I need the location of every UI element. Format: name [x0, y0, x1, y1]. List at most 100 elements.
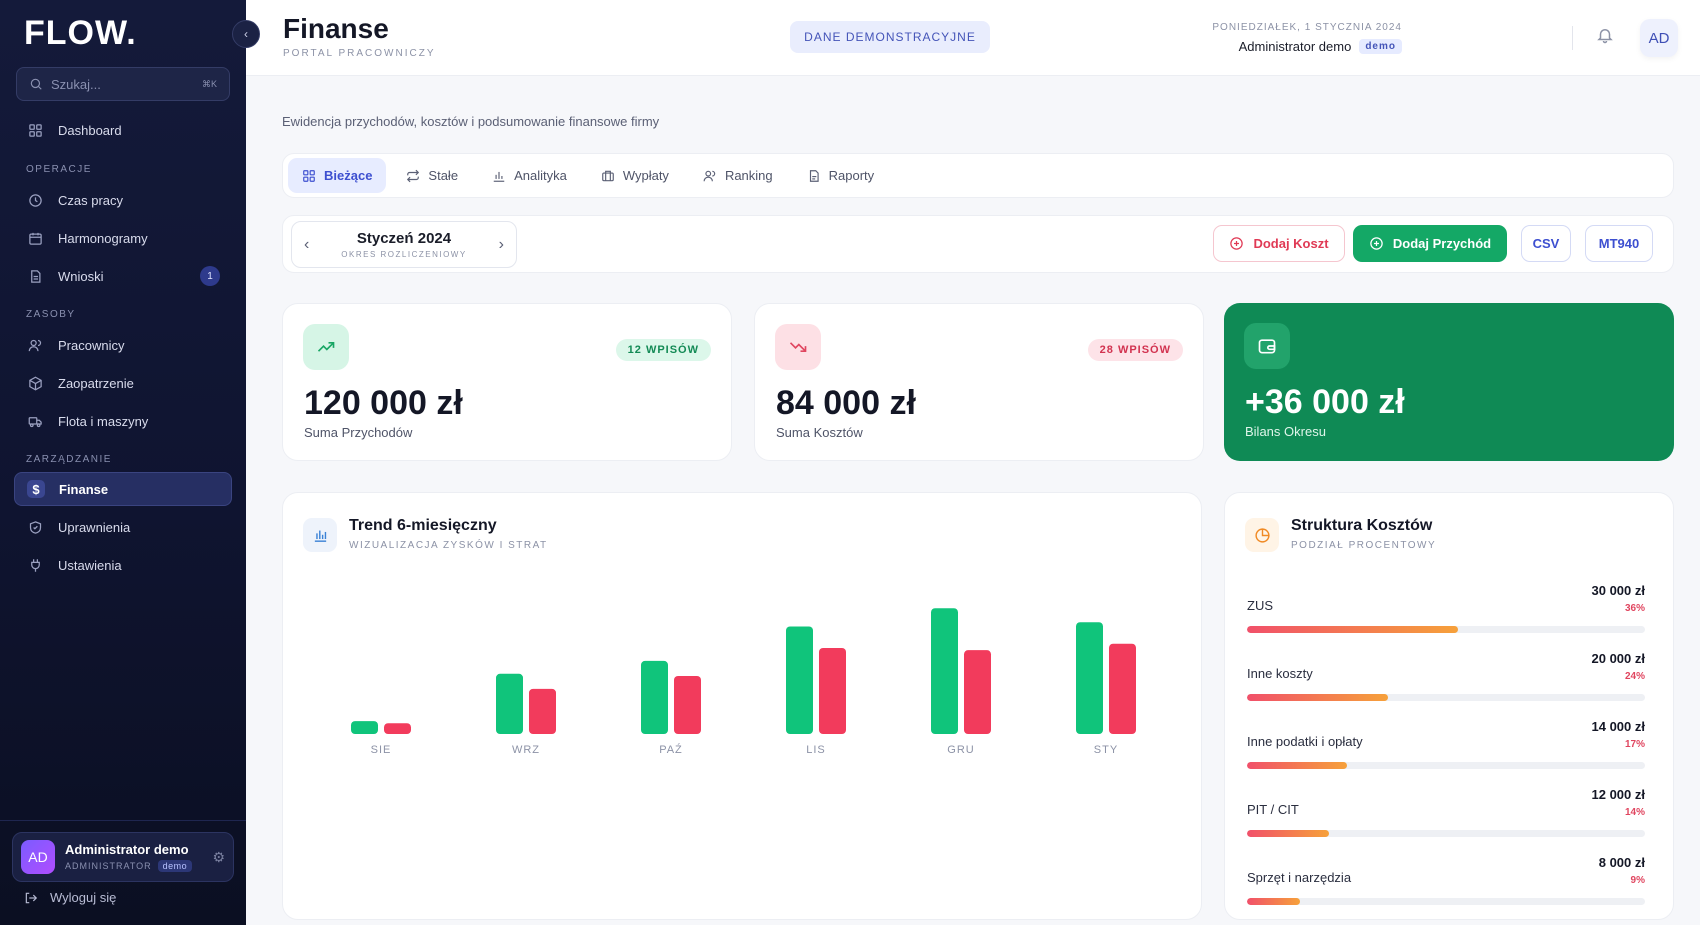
trend-chart-card: Trend 6-miesięczny WIZUALIZACJA ZYSKÓW I… — [282, 492, 1202, 920]
mt940-button[interactable]: MT940 — [1585, 225, 1653, 262]
x-tick-label: LIS — [806, 744, 826, 756]
entries-badge: 28 WPISÓW — [1087, 339, 1183, 361]
x-tick-label: SIE — [371, 744, 392, 756]
cost-amount: 8 000 zł — [1598, 855, 1645, 870]
search-box[interactable]: ⌘K — [16, 67, 230, 101]
sidebar-item-label: Wnioski — [58, 268, 104, 284]
cost-name: Inne podatki i opłaty — [1247, 734, 1363, 749]
add-income-button[interactable]: Dodaj Przychód — [1353, 225, 1507, 262]
x-tick-label: WRZ — [512, 744, 540, 756]
cost-progress-track — [1247, 626, 1645, 633]
plug-icon — [26, 556, 44, 574]
tab-stale[interactable]: Stałe — [392, 158, 472, 193]
sidebar-item-ustawienia[interactable]: Ustawienia — [14, 548, 232, 582]
sidebar-item-zaopatrzenie[interactable]: Zaopatrzenie — [14, 366, 232, 400]
cost-progress-fill — [1247, 898, 1300, 905]
cost-name: PIT / CIT — [1247, 802, 1299, 817]
cost-row: Sprzęt i narzędzia 8 000 zł 9% — [1247, 855, 1645, 915]
collapse-sidebar-button[interactable]: ‹ — [232, 20, 260, 48]
logout-link[interactable]: Wyloguj się — [24, 890, 116, 905]
prev-period-button[interactable]: ‹ — [304, 235, 310, 253]
chart-bar-lis-1 — [786, 626, 813, 734]
avatar[interactable]: AD — [1640, 19, 1678, 57]
sidebar-item-label: Pracownicy — [58, 337, 125, 353]
page-subtitle: PORTAL PRACOWNICZY — [283, 48, 436, 59]
wallet-icon — [1244, 323, 1290, 369]
sidebar-user-card[interactable]: AD Administrator demo ADMINISTRATOR demo… — [12, 832, 234, 882]
sidebar-item-flota[interactable]: Flota i maszyny — [14, 404, 232, 438]
tab-label: Bieżące — [324, 168, 373, 183]
bar-chart-icon — [303, 518, 337, 552]
demo-data-pill: DANE DEMONSTRACYJNE — [790, 21, 990, 53]
demo-tag: demo — [157, 860, 193, 872]
kpi-value: 120 000 zł — [304, 384, 463, 422]
section-label-operacje: OPERACJE — [26, 164, 92, 175]
grid-icon — [26, 121, 44, 139]
file-icon — [809, 169, 819, 182]
cost-progress-track — [1247, 762, 1645, 769]
search-shortcut: ⌘K — [201, 78, 217, 89]
chart-bar-gru-1 — [931, 608, 958, 734]
bar-chart-icon — [493, 171, 505, 182]
trending-down-icon — [775, 324, 821, 370]
section-label-zasoby: ZASOBY — [26, 309, 76, 320]
avatar: AD — [21, 840, 55, 874]
next-period-button[interactable]: › — [498, 235, 504, 253]
tab-label: Wypłaty — [622, 168, 669, 183]
page-description: Ewidencja przychodów, kosztów i podsumow… — [282, 114, 660, 129]
kpi-cost-card: 28 WPISÓW 84 000 zł Suma Kosztów — [754, 303, 1204, 461]
chevron-left-icon: ‹ — [244, 27, 248, 41]
cost-row: Inne podatki i opłaty 14 000 zł 17% — [1247, 719, 1645, 779]
chart-subtitle: WIZUALIZACJA ZYSKÓW I STRAT — [349, 540, 548, 551]
cost-progress-track — [1247, 830, 1645, 837]
csv-button[interactable]: CSV — [1521, 225, 1571, 262]
plus-circle-icon — [1230, 237, 1244, 250]
sidebar-item-label: Harmonogramy — [58, 230, 148, 246]
repeat-icon — [407, 169, 420, 182]
search-input[interactable] — [51, 76, 194, 92]
settings-icon[interactable]: ⚙ — [212, 848, 225, 865]
cost-name: Inne koszty — [1247, 666, 1313, 681]
sidebar-item-pracownicy[interactable]: Pracownicy — [14, 328, 232, 362]
page-title: Finanse — [283, 13, 389, 44]
chart-bar-lis-2 — [819, 648, 846, 734]
sidebar-item-label: Zaopatrzenie — [58, 375, 134, 391]
sidebar-item-czas-pracy[interactable]: Czas pracy — [14, 183, 232, 217]
kpi-balance-card: +36 000 zł Bilans Okresu — [1224, 303, 1674, 461]
x-tick-label: PAŹ — [659, 743, 683, 756]
tab-label: Stałe — [428, 168, 459, 183]
chart-bar-sty-1 — [1076, 622, 1103, 734]
logout-icon — [25, 892, 38, 903]
finance-tabs: Bieżące Stałe Analityka Wypłaty Ranking … — [282, 153, 1674, 198]
cost-percent: 36% — [1624, 603, 1645, 614]
sidebar-item-finanse[interactable]: $ Finanse — [14, 472, 232, 506]
cost-row: Inne koszty 20 000 zł 24% — [1247, 651, 1645, 711]
tab-analityka[interactable]: Analityka — [478, 158, 581, 193]
cost-amount: 20 000 zł — [1591, 651, 1646, 666]
search-icon — [30, 78, 42, 90]
add-cost-label: Dodaj Koszt — [1253, 236, 1329, 251]
bell-icon[interactable] — [1596, 26, 1614, 49]
wallet-icon — [601, 170, 614, 181]
structure-subtitle: PODZIAŁ PROCENTOWY — [1291, 540, 1437, 551]
sidebar: FLOW. ⌘K Dashboard OPERACJE Czas pracy H… — [0, 0, 246, 925]
user-role-label: ADMINISTRATOR — [65, 861, 152, 871]
tab-ranking[interactable]: Ranking — [689, 158, 787, 193]
cost-row: ZUS 30 000 zł 36% — [1247, 583, 1645, 643]
tab-raporty[interactable]: Raporty — [793, 158, 889, 193]
cost-name: ZUS — [1247, 598, 1273, 613]
cost-progress-track — [1247, 898, 1645, 905]
tab-wyplaty[interactable]: Wypłaty — [587, 158, 683, 193]
add-cost-button[interactable]: Dodaj Koszt — [1213, 225, 1345, 262]
tab-biezace[interactable]: Bieżące — [288, 158, 387, 193]
sidebar-item-harmonogramy[interactable]: Harmonogramy — [14, 221, 232, 255]
sidebar-item-dashboard[interactable]: Dashboard — [14, 113, 232, 147]
cost-amount: 30 000 zł — [1591, 583, 1646, 598]
cost-progress-fill — [1247, 762, 1347, 769]
sidebar-item-uprawnienia[interactable]: Uprawnienia — [14, 510, 232, 544]
chart-bar-paź-1 — [641, 660, 668, 734]
dollar-icon: $ — [27, 480, 45, 498]
kpi-label: Suma Kosztów — [776, 425, 863, 440]
cost-percent: 14% — [1624, 807, 1645, 818]
sidebar-item-wnioski[interactable]: Wnioski 1 — [14, 259, 232, 293]
